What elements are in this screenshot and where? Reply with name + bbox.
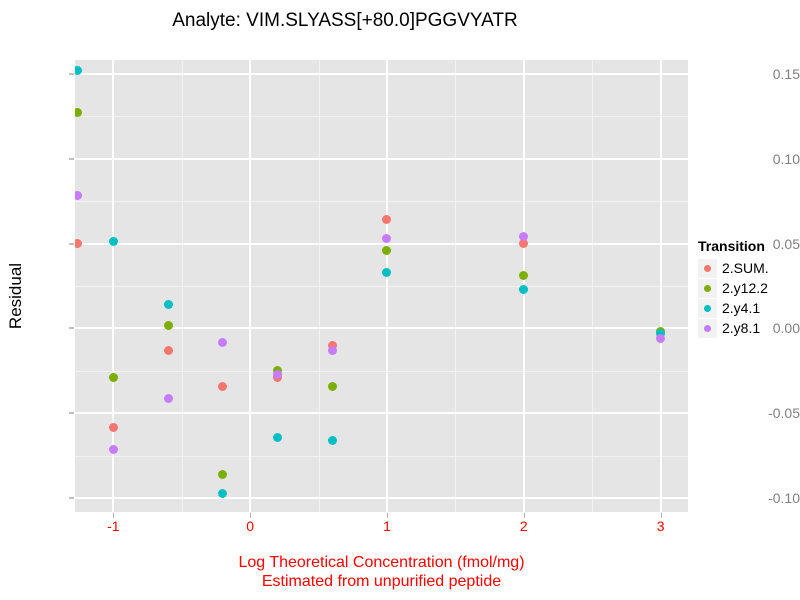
y-tick-label: -0.10 bbox=[768, 490, 800, 507]
gridline-major-horizontal bbox=[75, 157, 688, 160]
data-point bbox=[382, 215, 392, 225]
legend-rows: 2.SUM. 2.y12.2 2.y4.1 2.y8.1 bbox=[698, 258, 769, 338]
gridline-major-vertical bbox=[385, 60, 388, 512]
legend-title: Transition bbox=[698, 238, 765, 254]
gridline-major-horizontal bbox=[75, 72, 688, 75]
gridline-minor-vertical bbox=[455, 60, 457, 512]
data-point bbox=[273, 369, 282, 379]
chart-title: Analyte: VIM.SLYASS[+80.0]PGGVYATR bbox=[172, 10, 518, 31]
x-tick-mark bbox=[386, 513, 388, 518]
legend-dot-icon bbox=[704, 324, 711, 332]
gridline-minor-horizontal bbox=[75, 455, 688, 457]
data-point bbox=[75, 65, 83, 75]
data-point bbox=[218, 337, 228, 347]
y-tick-mark bbox=[69, 412, 74, 414]
data-point bbox=[218, 470, 228, 480]
gridline-major-vertical bbox=[249, 60, 252, 512]
y-tick-label: 0.15 bbox=[772, 65, 800, 82]
legend-swatch bbox=[698, 258, 717, 278]
data-point bbox=[108, 237, 118, 247]
plot-panel bbox=[75, 60, 688, 512]
legend-item-label: 2.SUM. bbox=[722, 260, 769, 276]
x-tick-mark bbox=[523, 513, 525, 518]
data-point bbox=[656, 329, 666, 339]
legend-item: 2.y8.1 bbox=[698, 318, 769, 338]
legend-dot-icon bbox=[704, 264, 711, 272]
legend-swatch bbox=[698, 318, 717, 338]
data-point bbox=[519, 239, 529, 249]
legend-item: 2.y4.1 bbox=[698, 298, 769, 318]
legend-item-label: 2.y4.1 bbox=[722, 300, 761, 316]
data-point bbox=[75, 191, 83, 201]
data-point bbox=[163, 300, 173, 310]
data-point bbox=[327, 340, 337, 350]
gridline-minor-horizontal bbox=[75, 370, 688, 372]
data-point bbox=[108, 373, 118, 383]
data-point bbox=[327, 346, 337, 356]
x-tick-label: -1 bbox=[107, 518, 120, 534]
y-tick-mark bbox=[69, 158, 74, 160]
legend-item-label: 2.y12.2 bbox=[722, 280, 768, 296]
legend-item: 2.y12.2 bbox=[698, 278, 769, 298]
data-point bbox=[75, 239, 83, 249]
gridline-major-horizontal bbox=[75, 242, 688, 245]
x-tick-label: 3 bbox=[656, 518, 665, 534]
data-point bbox=[218, 488, 228, 498]
x-tick-mark bbox=[660, 513, 662, 518]
y-tick-label: -0.05 bbox=[768, 405, 800, 422]
x-tick-label: 1 bbox=[383, 518, 391, 534]
legend-item-label: 2.y8.1 bbox=[722, 320, 761, 336]
y-tick-mark bbox=[69, 243, 74, 245]
gridline-minor-vertical bbox=[181, 60, 183, 512]
data-point bbox=[656, 334, 666, 344]
data-point bbox=[273, 432, 282, 442]
data-point bbox=[382, 245, 392, 255]
x-tick-mark bbox=[113, 513, 115, 518]
legend-dot-icon bbox=[704, 284, 711, 292]
legend-item: 2.SUM. bbox=[698, 258, 769, 278]
gridline-major-horizontal bbox=[75, 412, 688, 415]
data-point bbox=[382, 267, 392, 277]
data-point bbox=[327, 381, 337, 391]
y-tick-mark bbox=[69, 327, 74, 329]
y-tick-label: 0.00 bbox=[772, 320, 800, 337]
gridline-minor-horizontal bbox=[75, 116, 688, 118]
data-point bbox=[519, 284, 529, 294]
data-point bbox=[519, 232, 529, 242]
legend-swatch bbox=[698, 298, 717, 318]
x-tick-label: 0 bbox=[246, 518, 255, 534]
gridline-minor-horizontal bbox=[75, 201, 688, 203]
gridline-major-vertical bbox=[659, 60, 662, 512]
legend-dot-icon bbox=[704, 304, 711, 312]
data-point bbox=[327, 436, 337, 446]
data-point bbox=[108, 444, 118, 454]
y-tick-label: 0.10 bbox=[772, 150, 800, 167]
y-tick-label: 0.05 bbox=[772, 235, 800, 252]
data-point bbox=[108, 422, 118, 432]
data-point bbox=[75, 108, 83, 118]
data-point bbox=[519, 271, 529, 281]
x-axis-title-line1: Log Theoretical Concentration (fmol/mg) bbox=[238, 554, 525, 571]
x-tick-label: 2 bbox=[519, 518, 528, 534]
data-point bbox=[218, 381, 228, 391]
y-tick-mark bbox=[69, 73, 74, 75]
x-axis-title-line2: Estimated from unpurified peptide bbox=[261, 573, 502, 590]
gridline-minor-vertical bbox=[318, 60, 320, 512]
data-point bbox=[163, 320, 173, 330]
legend: Transition 2.SUM. 2.y12.2 2.y4.1 2.y8.1 bbox=[698, 238, 769, 338]
legend-swatch bbox=[698, 278, 717, 298]
gridline-major-horizontal bbox=[75, 497, 688, 500]
x-axis-title: Log Theoretical Concentration (fmol/mg) … bbox=[75, 553, 688, 591]
data-point bbox=[163, 393, 173, 403]
data-point bbox=[382, 233, 392, 243]
y-axis-title: Residual bbox=[6, 262, 25, 330]
gridline-minor-horizontal bbox=[75, 286, 688, 287]
gridline-minor-vertical bbox=[592, 60, 594, 512]
y-tick-mark bbox=[69, 497, 74, 499]
x-tick-mark bbox=[250, 513, 252, 518]
data-point bbox=[163, 346, 173, 356]
gridline-major-horizontal bbox=[75, 327, 688, 330]
gridline-major-vertical bbox=[112, 60, 115, 512]
